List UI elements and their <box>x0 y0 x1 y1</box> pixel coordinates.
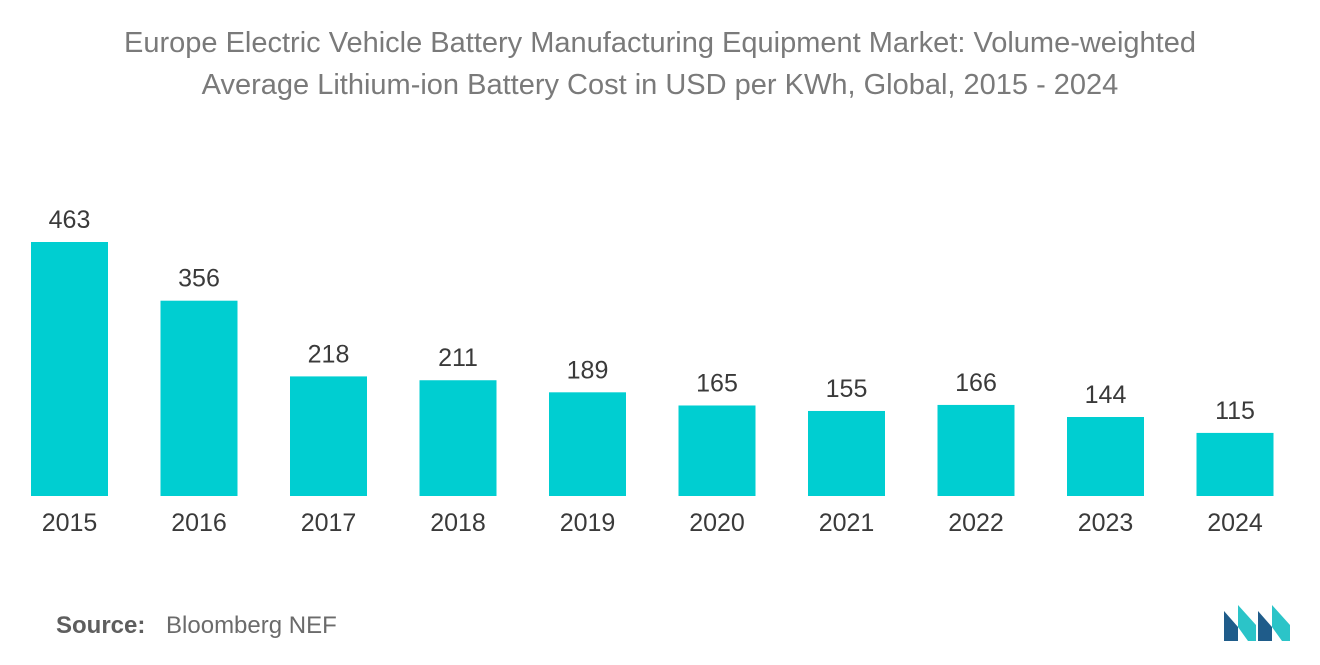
x-tick-label-2019: 2019 <box>560 509 616 537</box>
logo-left-stroke <box>1224 611 1238 641</box>
value-label-2018: 211 <box>438 344 478 372</box>
x-tick-label-2018: 2018 <box>430 509 486 537</box>
x-tick-label-2022: 2022 <box>948 509 1004 537</box>
logo-right-stroke <box>1272 605 1290 641</box>
x-tick-label-2020: 2020 <box>689 509 745 537</box>
source-label: Source: <box>56 612 146 639</box>
bar-2019 <box>549 392 626 496</box>
chart-title: Europe Electric Vehicle Battery Manufact… <box>0 22 1320 106</box>
value-label-2023: 144 <box>1085 381 1127 409</box>
value-label-2019: 189 <box>567 356 609 384</box>
chart-title-line-2: Average Lithium-ion Battery Cost in USD … <box>201 69 1119 101</box>
x-tick-label-2017: 2017 <box>301 509 357 537</box>
bar-2020 <box>678 405 756 496</box>
x-tick-label-2023: 2023 <box>1078 509 1134 537</box>
x-tick-label-2024: 2024 <box>1207 509 1263 537</box>
bar-2022 <box>937 404 1015 496</box>
bar-2017 <box>290 376 367 496</box>
x-tick-label-2016: 2016 <box>171 509 227 537</box>
bar-2015 <box>31 242 108 496</box>
logo-mid-right-stroke <box>1258 611 1272 641</box>
x-tick-label-2015: 2015 <box>42 509 98 537</box>
bar-2024 <box>1196 432 1274 496</box>
mordor-logo-icon <box>1224 605 1290 641</box>
value-label-2016: 356 <box>178 265 220 293</box>
source-text: Bloomberg NEF <box>166 612 337 639</box>
value-label-2017: 218 <box>308 340 350 368</box>
bar-2021 <box>808 410 885 496</box>
source-note: Source: Bloomberg NEF <box>56 612 337 640</box>
value-label-2021: 155 <box>826 375 868 403</box>
x-tick-label-2021: 2021 <box>819 509 875 537</box>
value-label-2020: 165 <box>696 369 738 397</box>
value-label-2015: 463 <box>49 206 91 234</box>
logo-mid-stroke <box>1238 605 1256 641</box>
bar-2018 <box>419 380 497 496</box>
bar-2016 <box>160 300 238 496</box>
bar-chart: 463 2015 356 2016 218 2017 211 2018 189 2019 165 20… <box>31 206 1274 537</box>
value-label-2024: 115 <box>1215 397 1255 425</box>
bar-2023 <box>1067 417 1144 496</box>
chart-title-line-1: Europe Electric Vehicle Battery Manufact… <box>124 27 1196 59</box>
value-label-2022: 166 <box>955 369 997 397</box>
